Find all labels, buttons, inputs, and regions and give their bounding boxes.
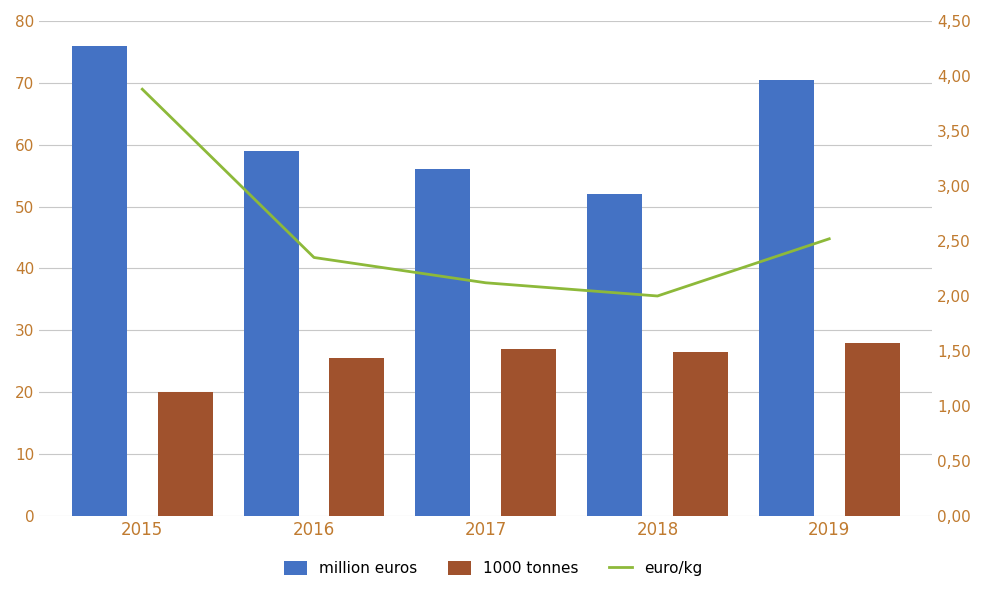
euro/kg — [136, 85, 148, 93]
Bar — [501, 349, 556, 516]
Line: euro/kg: euro/kg — [142, 89, 829, 296]
Bar — [244, 151, 299, 516]
euro/kg — [480, 279, 492, 287]
Bar — [329, 358, 385, 516]
Bar — [158, 393, 213, 516]
Bar — [72, 46, 127, 516]
euro/kg — [652, 293, 664, 300]
Bar — [587, 194, 642, 516]
euro/kg — [308, 254, 319, 261]
Bar — [415, 170, 470, 516]
Bar — [672, 352, 728, 516]
Legend: million euros, 1000 tonnes, euro/kg: million euros, 1000 tonnes, euro/kg — [278, 555, 708, 582]
euro/kg — [823, 235, 835, 243]
Bar — [845, 343, 899, 516]
Bar — [759, 80, 813, 516]
